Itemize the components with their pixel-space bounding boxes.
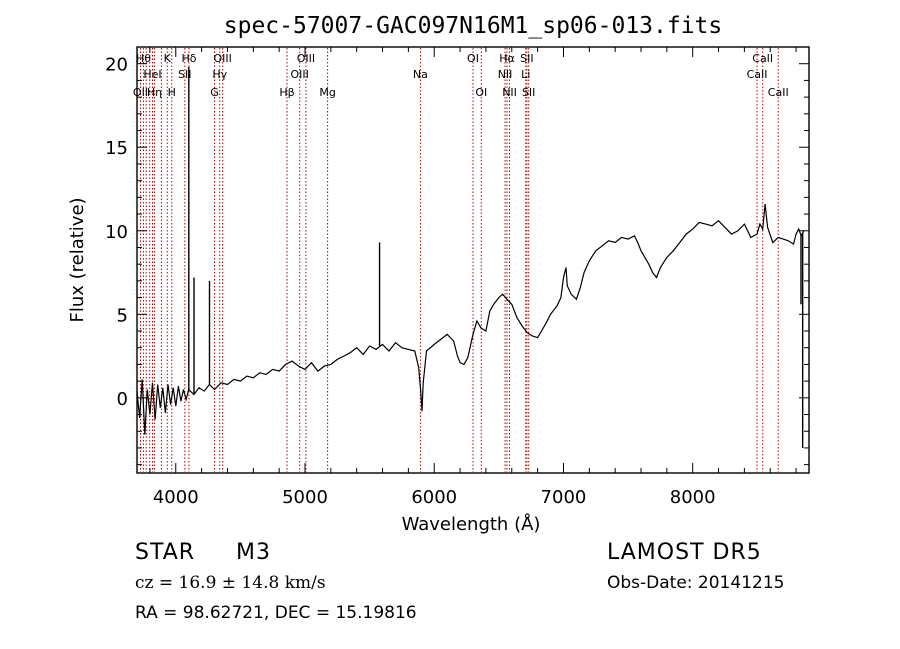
- line-marker-label: OI: [475, 86, 487, 99]
- x-tick-label: 7000: [541, 487, 587, 508]
- spectrum-line: [136, 203, 805, 435]
- x-tick-label: 5000: [282, 487, 328, 508]
- line-marker-label: G: [210, 86, 219, 99]
- line-marker-label: Hδ: [181, 52, 196, 65]
- y-tick-label: 0: [117, 389, 128, 410]
- line-marker-label: CaII: [768, 86, 789, 99]
- line-marker-label: NII: [498, 68, 513, 81]
- line-marker-label: Hα: [499, 52, 515, 65]
- emission-spikes: [188, 67, 804, 448]
- coordinates: RA = 98.62721, DEC = 15.19816: [135, 603, 417, 623]
- line-marker-label: SII: [520, 52, 533, 65]
- line-marker-label: CaII: [752, 52, 773, 65]
- line-marker-label: OIII: [291, 68, 309, 81]
- line-marker-label: SII: [178, 68, 191, 81]
- survey-name: LAMOST DR5: [607, 540, 762, 565]
- redshift-info: cz = 16.9 ± 14.8 km/s: [135, 573, 326, 593]
- line-marker-label: Hγ: [212, 68, 227, 81]
- y-axis-ticks: 0 5 10 15 20: [105, 46, 809, 466]
- line-marker-label: OIII: [297, 52, 315, 65]
- line-marker-label: SII: [522, 86, 535, 99]
- x-tick-label: 4000: [153, 487, 199, 508]
- line-marker-label: OI: [467, 52, 479, 65]
- chart-title: spec-57007-GAC097N16M1_sp06-013.fits: [224, 13, 723, 39]
- y-tick-label: 15: [105, 138, 128, 159]
- line-marker-label: Li: [521, 68, 530, 81]
- line-marker-label: Na: [413, 68, 428, 81]
- line-marker-label: OIII: [213, 52, 231, 65]
- x-axis-label: Wavelength (Å): [402, 513, 541, 535]
- line-marker-label: Hη: [147, 86, 162, 99]
- y-tick-label: 5: [117, 305, 128, 326]
- object-subclass: M3: [236, 540, 271, 565]
- x-tick-label: 6000: [411, 487, 457, 508]
- object-class: STAR: [135, 540, 196, 565]
- spectral-line-markers: [139, 48, 779, 472]
- y-tick-label: 20: [105, 55, 128, 76]
- line-marker-label: NII: [502, 86, 517, 99]
- line-marker-label: K: [164, 52, 172, 65]
- line-marker-label: HeI: [143, 68, 161, 81]
- y-tick-label: 10: [105, 222, 128, 243]
- line-marker-label: CaII: [747, 68, 768, 81]
- x-axis-ticks: 4000 5000 6000 7000 8000: [149, 47, 797, 508]
- x-tick-label: 8000: [670, 487, 716, 508]
- plot-frame: [136, 46, 810, 474]
- line-marker-label: H: [168, 86, 176, 99]
- y-axis-label: Flux (relative): [67, 197, 88, 322]
- observation-date: Obs-Date: 20141215: [607, 573, 785, 593]
- line-marker-label: Hβ: [279, 86, 294, 99]
- line-marker-label: Hθ: [136, 52, 151, 65]
- spectral-line-labels: OIIHθHeIHηKHSIIHδGHγOIIIHβOIIIOIIIMgNaOI…: [133, 52, 789, 99]
- line-marker-label: Mg: [319, 86, 335, 99]
